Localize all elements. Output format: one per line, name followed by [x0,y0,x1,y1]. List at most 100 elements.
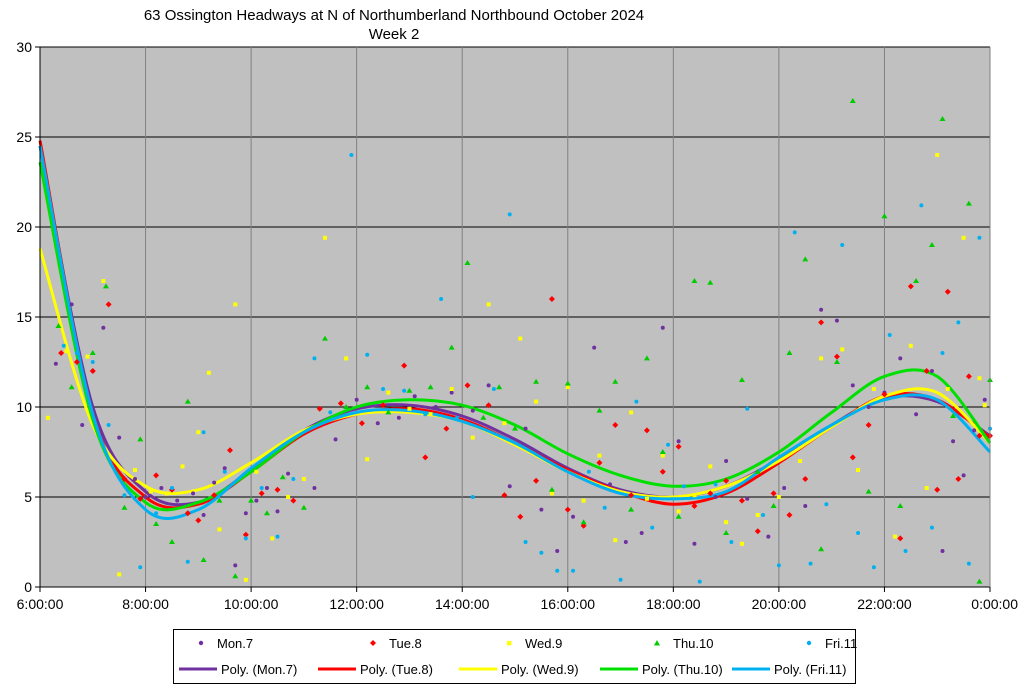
data-point [517,513,524,520]
data-point [180,464,185,469]
data-point [53,361,58,366]
data-point [976,578,983,584]
legend-swatch [499,636,521,650]
data-point [496,384,503,390]
y-tick-label: 10 [16,399,32,415]
data-point [90,360,95,364]
data-point [580,522,587,529]
data-point [243,577,248,582]
data-point [507,212,512,217]
data-point [69,302,74,307]
data-point [564,506,571,513]
data-point [401,362,408,369]
data-point [761,513,766,517]
data-point [274,486,281,493]
data-point [89,368,96,374]
data-point [818,319,825,326]
data-point [486,383,491,388]
data-point [243,511,248,516]
data-point [639,531,644,535]
data-point [555,549,560,553]
x-tick-label: 18:00:00 [646,596,701,612]
series-tue-8 [58,283,993,542]
data-point [80,423,85,427]
data-point [254,498,259,503]
data-point [602,505,607,510]
data-point [85,354,90,359]
data-point [121,504,128,510]
data-point [412,394,417,399]
data-point [137,436,144,442]
data-point [934,486,941,493]
data-point [300,504,307,510]
data-point [666,442,671,447]
data-point [102,283,109,289]
data-point [675,443,682,450]
data-point [833,359,840,364]
data-point [571,514,576,519]
data-point [659,468,666,475]
data-point [233,302,238,307]
data-point [381,387,386,391]
data-point [68,384,75,390]
data-point [865,422,872,428]
data-point [972,428,977,433]
data-point [675,513,682,519]
data-point [191,491,196,496]
data-point [596,407,603,413]
data-point [153,472,160,479]
data-point [707,279,714,285]
data-point [834,318,839,323]
data-point [786,350,793,355]
grid-lines [40,46,990,587]
data-point [924,486,929,490]
data-point [206,370,211,375]
data-point [427,384,434,390]
data-point [216,497,223,503]
data-point [707,490,714,497]
data-point [681,484,686,489]
data-point [564,380,571,386]
data-point [354,397,359,402]
data-point [164,491,169,496]
data-point [928,242,935,247]
data-point [428,412,433,417]
chart-title-line-2: Week 2 [368,26,420,43]
chart-title: 63 Ossington Headways at N of Northumber… [0,6,788,44]
data-point [833,353,840,360]
data-point [738,497,745,504]
data-point [697,579,702,584]
data-point [628,506,635,512]
data-point [168,539,175,544]
data-point [897,535,904,542]
data-point [385,409,392,415]
data-point [940,351,945,355]
y-tick-label: 20 [16,219,32,235]
legend-label: Poly. (Mon.7) [221,661,298,677]
data-point [312,356,317,361]
data-point [770,503,777,508]
data-point [849,454,856,461]
data-point [914,412,919,417]
data-point [644,496,649,501]
legend-label: Tue.8 [389,635,422,651]
data-point [539,507,544,512]
data-point [723,477,730,484]
data-point [464,382,471,389]
legend-label: Poly. (Tue.8) [360,661,433,677]
data-point [258,490,265,497]
y-tick-label: 0 [24,579,32,595]
data-point [856,531,861,535]
data-point [422,454,429,461]
data-point [955,476,962,482]
data-point [623,540,628,544]
data-point [101,279,106,283]
data-point [923,368,930,374]
legend-item-marker-4: Fri.11 [799,633,857,653]
data-point [512,425,518,431]
data-point [961,235,966,240]
data-point [201,430,206,435]
data-point [907,283,914,290]
data-point [101,325,106,330]
data-point [242,531,249,538]
